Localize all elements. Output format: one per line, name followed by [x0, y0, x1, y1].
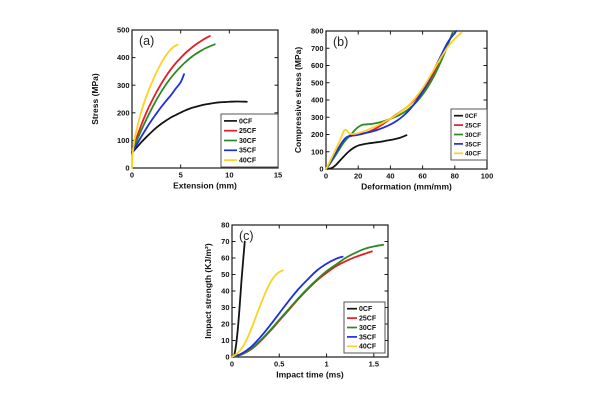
- y-tick-label-b-4: 400: [311, 96, 324, 105]
- x-axis-label-a: Extension (mm): [173, 181, 237, 191]
- y-tick-label-a-2: 200: [117, 108, 130, 117]
- y-tick-label-c-4: 40: [221, 287, 229, 296]
- y-tick-label-b-5: 500: [311, 78, 324, 87]
- chart-b-svg: 0 20 40 60 80 100 0 100 200 300 400 500 600 700 800 Def…: [293, 27, 494, 192]
- series-line-40CF-c: [231, 269, 284, 358]
- y-tick-label-c-2: 20: [221, 320, 229, 329]
- y-tick-label-b-3: 300: [311, 113, 324, 122]
- panel-label-b: (b): [333, 35, 348, 49]
- series-line-0CF-a: [131, 100, 248, 154]
- legend-label-30CF-c: 30CF: [359, 325, 377, 332]
- legend-label-40CF-b: 40CF: [465, 151, 481, 158]
- y-tick-label-c-1: 10: [221, 336, 229, 345]
- y-tick-label-a-0: 0: [125, 164, 129, 173]
- x-axis-label-c: Impact time (ms): [276, 370, 344, 380]
- x-tick-label-b-3: 60: [418, 172, 426, 181]
- x-tick-label-c-2: 1: [324, 360, 328, 369]
- x-tick-label-b-0: 0: [324, 172, 328, 181]
- legend-label-0CF-b: 0CF: [465, 113, 477, 120]
- panel-label-a: (a): [139, 34, 154, 48]
- legend-label-0CF-a: 0CF: [239, 118, 253, 125]
- chart-c-svg: 0 0.5 1 1.5 0 10 20 30 40 50 60 70 80 Impact time (ms…: [203, 221, 389, 380]
- y-tick-label-a-3: 300: [117, 81, 130, 90]
- legend-a: 0CF 25CF 30CF 35CF 40CF: [220, 113, 279, 168]
- y-tick-label-c-7: 70: [221, 237, 229, 246]
- y-tick-label-b-2: 200: [311, 130, 324, 139]
- y-tick-label-a-5: 500: [117, 26, 130, 35]
- x-tick-label-a-3: 15: [274, 171, 282, 180]
- series-line-35CF-b: [325, 30, 458, 170]
- x-axis-label-b: Deformation (mm/mm): [361, 182, 452, 192]
- y-tick-label-c-8: 80: [221, 221, 229, 230]
- x-tick-label-b-5: 100: [481, 172, 494, 181]
- y-axis-label-c: Impact strength (KJ/m²): [203, 243, 213, 339]
- x-tick-label-b-4: 80: [451, 172, 459, 181]
- chart-a-svg: 0 5 10 15 0 100 200 300 400 500 Extension (mm) Stre…: [90, 26, 282, 191]
- x-tick-label-b-2: 40: [386, 172, 394, 181]
- legend-label-30CF-b: 30CF: [465, 132, 481, 139]
- y-axis-label-a: Stress (MPa): [90, 73, 100, 125]
- y-tick-label-b-1: 100: [311, 147, 324, 156]
- chart-c-impact-strength-vs-impact-time: 0 0.5 1 1.5 0 10 20 30 40 50 60 70 80 Impact time (ms…: [203, 198, 418, 395]
- legend-label-35CF-b: 35CF: [465, 141, 481, 148]
- x-tick-label-a-0: 0: [130, 171, 134, 180]
- series-line-0CF-c: [232, 240, 246, 358]
- legend-c: 0CF 25CF 30CF 35CF 40CF: [343, 301, 386, 354]
- x-tick-label-c-0: 0: [230, 360, 234, 369]
- y-tick-label-b-7: 700: [311, 44, 324, 53]
- x-tick-label-c-3: 1.5: [369, 360, 379, 369]
- series-line-25CF-a: [131, 35, 211, 153]
- legend-label-25CF-b: 25CF: [465, 123, 481, 130]
- legend-label-0CF-c: 0CF: [359, 306, 373, 313]
- legend-label-25CF-a: 25CF: [239, 128, 257, 135]
- series-line-40CF-a: [131, 43, 179, 169]
- y-tick-label-b-8: 800: [311, 27, 324, 36]
- chart-a-stress-vs-extension: 0 5 10 15 0 100 200 300 400 500 Extension (mm) Stre…: [88, 12, 293, 199]
- y-tick-label-a-4: 400: [117, 53, 130, 62]
- legend-b: 0CF 25CF 30CF 35CF 40CF: [450, 108, 488, 161]
- y-axis-label-b: Compressive stress (MPa): [293, 47, 303, 153]
- legend-label-40CF-a: 40CF: [239, 158, 257, 165]
- panel-label-c: (c): [239, 229, 254, 243]
- y-tick-label-b-6: 600: [311, 61, 324, 70]
- y-tick-label-c-0: 0: [225, 353, 229, 362]
- y-tick-label-b-0: 0: [319, 165, 323, 174]
- series-line-30CF-c: [231, 243, 385, 358]
- y-tick-label-c-5: 50: [221, 270, 229, 279]
- y-tick-label-c-6: 60: [221, 254, 229, 263]
- series-line-30CF-b: [325, 30, 455, 170]
- y-tick-label-c-3: 30: [221, 303, 229, 312]
- x-tick-label-a-2: 10: [225, 171, 233, 180]
- x-tick-label-a-1: 5: [179, 171, 183, 180]
- legend-label-40CF-c: 40CF: [359, 344, 377, 351]
- legend-label-25CF-c: 25CF: [359, 316, 377, 323]
- chart-b-compressive-stress-vs-deformation: 0 20 40 60 80 100 0 100 200 300 400 500 600 700 800 Def…: [293, 12, 511, 199]
- series-line-35CF-c: [231, 255, 344, 358]
- series-line-30CF-a: [131, 43, 216, 153]
- y-tick-label-a-1: 100: [117, 136, 130, 145]
- legend-label-30CF-a: 30CF: [239, 138, 257, 145]
- x-tick-label-b-1: 20: [354, 172, 362, 181]
- series-line-35CF-a: [131, 73, 185, 154]
- series-line-40CF-b: [325, 31, 463, 170]
- legend-label-35CF-a: 35CF: [239, 148, 257, 155]
- legend-label-35CF-c: 35CF: [359, 334, 377, 341]
- x-tick-label-c-1: 0.5: [274, 360, 284, 369]
- series-line-0CF-b: [325, 134, 408, 170]
